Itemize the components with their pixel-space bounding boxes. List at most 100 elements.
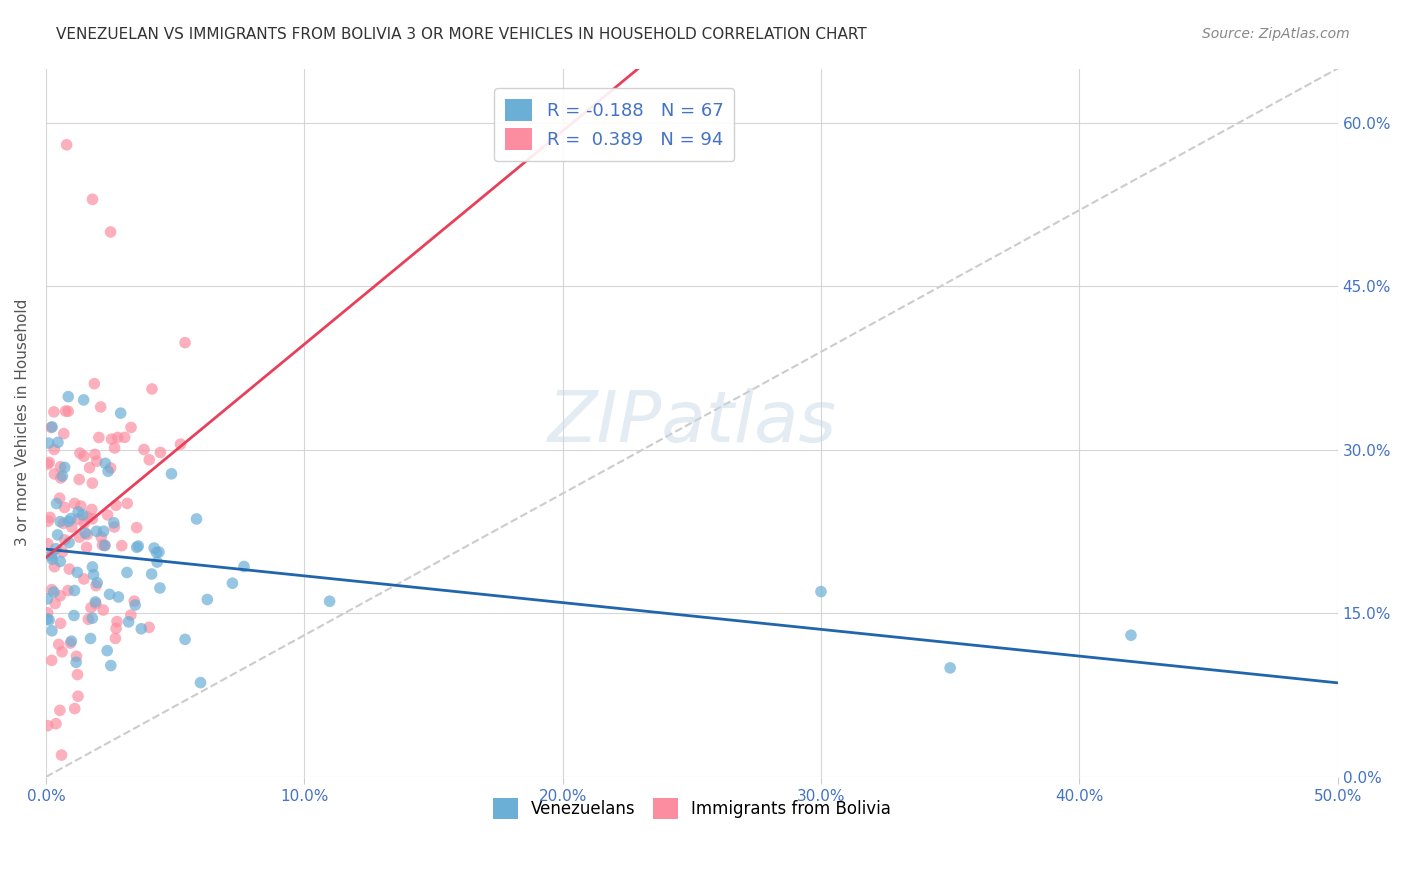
Point (60, 520, 83, 534)
Point (63, 583, 86, 598)
Point (52, 516, 75, 531)
Point (96, 643, 118, 657)
Point (83, 567, 105, 582)
Point (132, 442, 155, 457)
Point (45, 497, 67, 511)
Point (41, 549, 63, 563)
Point (53, 460, 76, 475)
Point (56, 404, 79, 418)
Point (46, 435, 69, 450)
Point (66, 690, 89, 704)
Point (44, 559, 66, 574)
Point (90, 530, 112, 544)
Point (37, 514, 59, 528)
Point (127, 539, 149, 553)
Point (94, 539, 117, 553)
Point (49, 471, 72, 485)
Point (69, 499, 91, 513)
Point (41, 552, 63, 566)
Point (86, 575, 108, 590)
Point (73, 572, 96, 586)
Point (90, 400, 112, 414)
Point (97, 464, 120, 478)
Point (37, 606, 59, 620)
Point (41, 653, 63, 667)
Point (67, 505, 90, 519)
Point (76, 541, 98, 555)
Point (82, 476, 104, 491)
Point (51, 545, 73, 559)
Point (49, 515, 72, 529)
Point (46, 528, 69, 542)
Point (104, 498, 127, 512)
Point (65, 656, 87, 670)
Point (69, 530, 91, 544)
Point (69, 446, 91, 460)
Point (49, 589, 72, 603)
Point (41, 547, 63, 561)
Point (149, 445, 172, 459)
Point (105, 615, 128, 629)
Point (58, 535, 80, 549)
Point (48, 491, 70, 506)
Point (67, 512, 90, 526)
Point (84, 597, 107, 611)
Point (146, 555, 169, 569)
Text: Source: ZipAtlas.com: Source: ZipAtlas.com (1202, 27, 1350, 41)
Point (98, 587, 121, 601)
Point (91, 538, 114, 552)
Point (83, 376, 105, 391)
Point (58, 562, 80, 576)
Point (49, 459, 72, 474)
Point (37, 537, 59, 551)
Point (49, 554, 72, 568)
Point (318, 594, 340, 608)
Point (115, 566, 138, 580)
Point (97, 508, 120, 522)
Point (42, 585, 65, 599)
Point (73, 449, 96, 463)
Point (111, 539, 134, 553)
Point (63, 608, 86, 623)
Point (82, 560, 104, 574)
Point (73, 516, 96, 531)
Point (93, 538, 115, 552)
Point (66, 667, 89, 681)
Point (58, 515, 80, 529)
Point (65, 649, 87, 664)
Point (76, 527, 98, 541)
Point (115, 496, 138, 510)
Point (117, 615, 139, 629)
Point (59, 636, 82, 650)
Point (120, 608, 142, 623)
Point (143, 541, 166, 555)
Point (107, 590, 129, 604)
Point (91, 603, 114, 617)
Point (56, 583, 79, 598)
Point (38, 613, 60, 627)
Point (37, 591, 59, 606)
Point (105, 621, 128, 635)
Y-axis label: 3 or more Vehicles in Household: 3 or more Vehicles in Household (15, 299, 30, 547)
Point (100, 225, 122, 239)
Point (55, 404, 77, 418)
Point (124, 594, 146, 608)
Point (59, 511, 82, 525)
Point (221, 576, 243, 591)
Point (51, 645, 73, 659)
Point (82, 512, 104, 526)
Point (233, 559, 256, 574)
Text: VENEZUELAN VS IMMIGRANTS FROM BOLIVIA 3 OR MORE VEHICLES IN HOUSEHOLD CORRELATIO: VENEZUELAN VS IMMIGRANTS FROM BOLIVIA 3 … (56, 27, 868, 42)
Point (55, 137, 77, 152)
Point (79, 460, 101, 475)
Point (76, 510, 98, 524)
Point (169, 437, 191, 451)
Point (160, 467, 183, 481)
Point (141, 567, 163, 582)
Point (84, 579, 107, 593)
Point (104, 632, 127, 646)
Point (1119, 628, 1142, 642)
Point (141, 382, 163, 396)
Point (125, 541, 148, 555)
Point (63, 496, 86, 510)
